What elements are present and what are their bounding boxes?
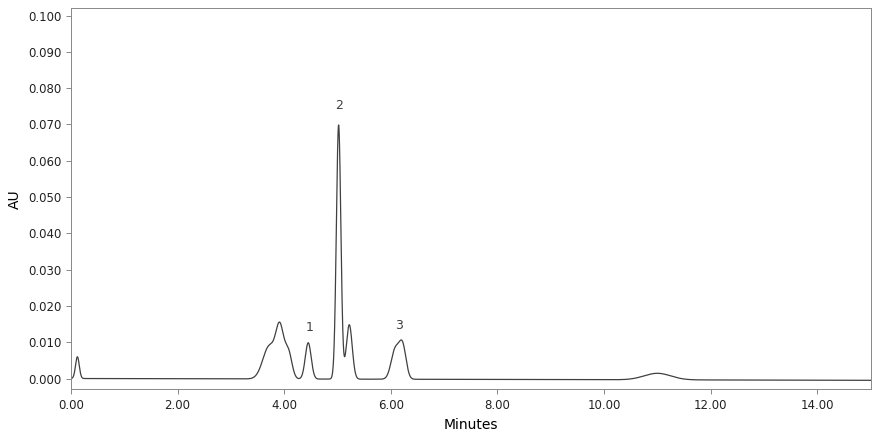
Text: 2: 2 — [335, 99, 342, 112]
X-axis label: Minutes: Minutes — [443, 418, 498, 432]
Text: 3: 3 — [394, 319, 402, 332]
Y-axis label: AU: AU — [8, 189, 22, 209]
Text: 1: 1 — [305, 321, 313, 334]
